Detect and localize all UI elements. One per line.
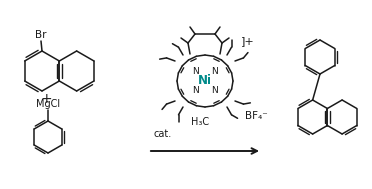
- Text: cat.: cat.: [154, 129, 172, 139]
- Text: N: N: [192, 67, 199, 76]
- Text: N: N: [192, 86, 199, 95]
- Text: MgCl: MgCl: [36, 99, 60, 109]
- Text: +: +: [40, 92, 52, 106]
- Text: ]+: ]+: [241, 36, 255, 46]
- Text: H₃C: H₃C: [191, 117, 209, 127]
- Text: Ni: Ni: [198, 74, 212, 88]
- Text: BF₄⁻: BF₄⁻: [245, 111, 268, 121]
- Text: Br: Br: [35, 30, 47, 40]
- Text: N: N: [212, 67, 218, 76]
- Text: N: N: [212, 86, 218, 95]
